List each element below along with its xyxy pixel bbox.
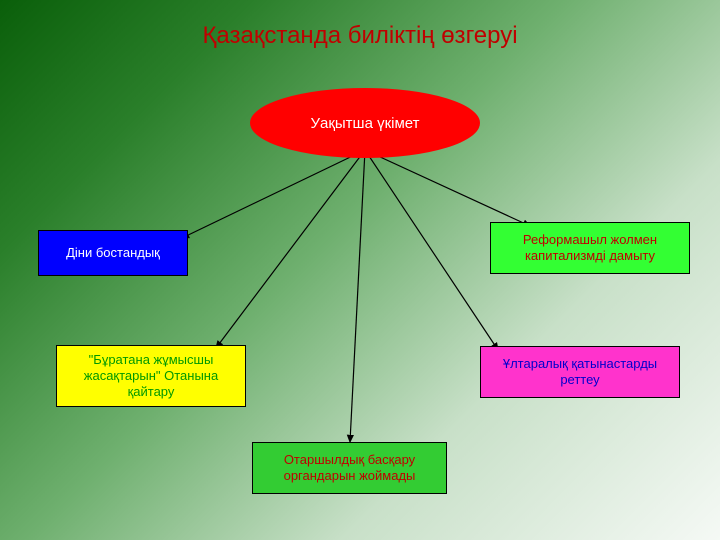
node-reform-capitalism: Реформашыл жолмен капитализмді дамыту bbox=[490, 222, 690, 274]
center-node-label: Уақытша үкімет bbox=[310, 115, 419, 132]
node-label: Ұлтаралық қатынастарды реттеу bbox=[489, 356, 671, 389]
node-label: Реформашыл жолмен капитализмді дамыту bbox=[499, 232, 681, 265]
slide-title: Қазақстанда биліктің өзгеруі bbox=[0, 22, 720, 50]
node-label: Діни бостандық bbox=[66, 245, 160, 261]
node-label: Отаршылдық басқару органдарын жоймады bbox=[261, 452, 438, 485]
node-interethnic: Ұлтаралық қатынастарды реттеу bbox=[480, 346, 680, 398]
node-colonial-admin: Отаршылдық басқару органдарын жоймады bbox=[252, 442, 447, 494]
node-label: "Бұратана жұмысшы жасақтарын" Отанына қа… bbox=[65, 352, 237, 401]
node-return-workers: "Бұратана жұмысшы жасақтарын" Отанына қа… bbox=[56, 345, 246, 407]
center-node: Уақытша үкімет bbox=[250, 88, 480, 158]
node-religious-freedom: Діни бостандық bbox=[38, 230, 188, 276]
